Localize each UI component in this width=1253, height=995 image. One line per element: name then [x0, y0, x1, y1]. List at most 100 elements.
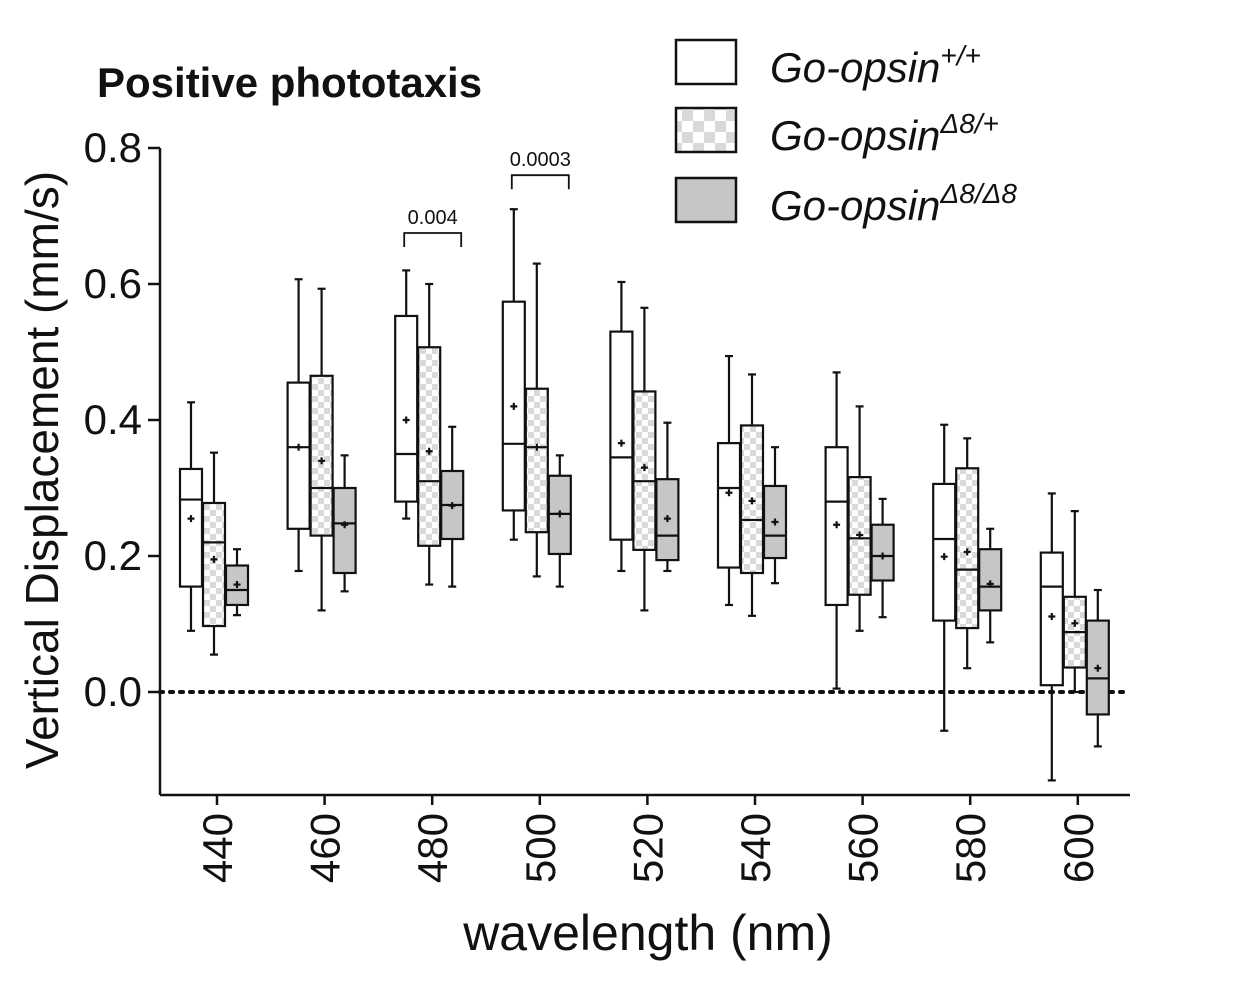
box-iqr — [309, 374, 334, 537]
box-iqr — [609, 330, 634, 541]
box-iqr — [201, 501, 227, 628]
box-gray-460 — [332, 454, 357, 593]
box-checker-560 — [847, 405, 872, 632]
box-checker-540 — [739, 373, 765, 617]
significance-bracket — [510, 174, 570, 190]
x-tick-label: 480 — [409, 813, 456, 883]
legend: Go-opsin+/+ Go-opsinΔ8/+ Go-opsinΔ8/Δ8 — [674, 38, 1017, 229]
box-gray-580 — [978, 527, 1003, 644]
box-gray-520 — [655, 421, 680, 573]
y-tick-label: 0.0 — [84, 668, 142, 715]
significance-bracket — [403, 232, 463, 247]
box-iqr — [178, 467, 204, 588]
x-tick-label: 500 — [517, 813, 564, 883]
box-gray-440 — [224, 548, 250, 617]
box-iqr — [716, 442, 742, 569]
box-plot-layer — [178, 208, 1110, 782]
box-checker-500 — [524, 262, 549, 578]
box-white-480 — [394, 269, 419, 520]
box-iqr — [955, 467, 980, 630]
mean-marker — [1071, 619, 1079, 627]
box-checker-520 — [632, 306, 657, 612]
box-checker-440 — [201, 451, 227, 656]
box-white-440 — [178, 401, 204, 632]
box-white-500 — [501, 208, 526, 541]
x-tick-label: 560 — [840, 813, 887, 883]
mean-marker — [748, 497, 756, 505]
mean-marker — [771, 518, 779, 526]
box-gray-480 — [440, 425, 465, 588]
chart-title: Positive phototaxis — [97, 59, 482, 106]
p-value-label: 0.0003 — [510, 149, 571, 171]
mean-marker — [295, 443, 303, 451]
legend-label: Go-opsinΔ8/Δ8 — [770, 178, 1017, 229]
box-iqr — [332, 486, 357, 575]
box-white-540 — [716, 354, 742, 607]
box-iqr — [524, 387, 549, 534]
box-white-600 — [1039, 492, 1064, 782]
legend-label: Go-opsinΔ8/+ — [770, 108, 999, 159]
box-iqr — [978, 548, 1003, 612]
y-axis-label: Vertical Displacement (mm/s) — [16, 171, 68, 769]
legend-label: Go-opsin+/+ — [770, 40, 981, 91]
x-axis-label: wavelength (nm) — [462, 905, 833, 961]
box-checker-580 — [955, 437, 980, 670]
legend-swatch — [674, 176, 738, 224]
mean-marker — [1094, 664, 1102, 672]
x-tick-label: 520 — [624, 813, 671, 883]
box-gray-560 — [870, 497, 895, 619]
box-gray-540 — [762, 446, 788, 585]
mean-marker — [940, 553, 948, 561]
mean-marker — [833, 521, 841, 529]
legend-swatch — [674, 106, 738, 154]
y-tick-label: 0.2 — [84, 532, 142, 579]
box-checker-480 — [417, 282, 442, 586]
mean-marker — [318, 457, 326, 465]
mean-marker — [663, 515, 671, 523]
x-tick-label: 600 — [1055, 813, 1102, 883]
significance-annotations: 0.004 0.0003 — [403, 149, 571, 247]
mean-marker — [986, 580, 994, 588]
y-tick-label: 0.4 — [84, 396, 142, 443]
mean-marker — [448, 502, 456, 510]
box-white-460 — [286, 278, 311, 573]
mean-marker — [187, 515, 195, 523]
box-gray-600 — [1085, 588, 1110, 748]
mean-marker — [856, 531, 864, 539]
mean-marker — [341, 521, 349, 529]
box-checker-460 — [309, 287, 334, 612]
mean-marker — [617, 439, 625, 447]
y-axis: 0.0 0.2 0.4 0.6 0.8 — [84, 124, 162, 795]
p-value-label: 0.004 — [408, 207, 458, 229]
mean-marker — [879, 552, 887, 560]
mean-marker — [963, 548, 971, 556]
mean-marker — [640, 464, 648, 472]
box-iqr — [286, 381, 311, 530]
box-gray-500 — [547, 454, 572, 588]
x-tick-label: 440 — [194, 813, 241, 883]
mean-marker — [510, 402, 518, 410]
box-checker-600 — [1062, 510, 1087, 694]
y-axis-label-group: Vertical Displacement (mm/s) — [16, 171, 68, 769]
y-tick-label: 0.6 — [84, 260, 142, 307]
box-iqr — [932, 482, 957, 622]
mean-marker — [725, 489, 733, 497]
mean-marker — [402, 416, 410, 424]
mean-marker — [533, 443, 541, 451]
box-iqr — [394, 314, 419, 503]
mean-marker — [233, 581, 241, 589]
y-tick-label: 0.8 — [84, 124, 142, 171]
x-tick-label: 460 — [302, 813, 349, 883]
legend-swatch — [674, 38, 738, 86]
x-axis: 440 460 480 500 520 540 560 580 600 — [160, 793, 1130, 883]
mean-marker — [210, 555, 218, 563]
mean-marker — [1048, 613, 1056, 621]
x-tick-label: 580 — [947, 813, 994, 883]
box-white-580 — [932, 423, 957, 732]
box-iqr — [417, 346, 442, 547]
x-tick-label: 540 — [732, 813, 779, 883]
box-white-520 — [609, 280, 634, 573]
box-white-560 — [824, 371, 849, 690]
mean-marker — [556, 510, 564, 518]
